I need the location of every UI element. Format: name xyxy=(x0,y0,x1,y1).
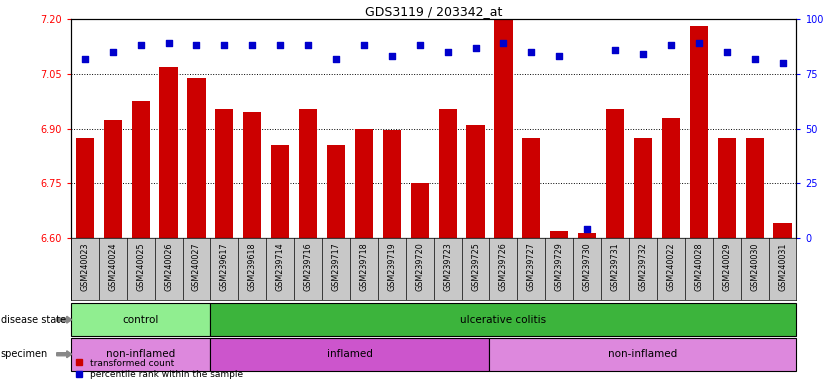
Point xyxy=(162,40,175,46)
Point xyxy=(776,60,789,66)
Bar xyxy=(773,223,791,238)
Text: GSM240023: GSM240023 xyxy=(80,242,89,291)
Bar xyxy=(76,138,94,238)
Point xyxy=(218,42,231,48)
Text: GSM240027: GSM240027 xyxy=(192,242,201,291)
Bar xyxy=(690,26,708,238)
Point xyxy=(692,40,706,46)
Text: control: control xyxy=(123,314,158,325)
Bar xyxy=(299,109,317,238)
Bar xyxy=(634,138,652,238)
Point xyxy=(608,47,621,53)
Text: GSM240031: GSM240031 xyxy=(778,242,787,291)
Point xyxy=(636,51,650,57)
Text: GSM239732: GSM239732 xyxy=(639,242,647,291)
Point xyxy=(525,49,538,55)
Text: specimen: specimen xyxy=(1,349,48,359)
Text: GSM239726: GSM239726 xyxy=(499,242,508,291)
Title: GDS3119 / 203342_at: GDS3119 / 203342_at xyxy=(365,5,502,18)
Bar xyxy=(103,119,122,238)
Text: GSM239720: GSM239720 xyxy=(415,242,425,291)
Text: GSM239719: GSM239719 xyxy=(387,242,396,291)
Bar xyxy=(578,233,596,238)
Bar xyxy=(383,131,401,238)
Bar xyxy=(550,231,568,238)
Bar xyxy=(662,118,680,238)
Bar xyxy=(466,125,485,238)
Bar xyxy=(327,145,345,238)
Point xyxy=(580,226,594,232)
Text: GSM240026: GSM240026 xyxy=(164,242,173,291)
Point xyxy=(441,49,455,55)
Bar xyxy=(188,78,205,238)
Bar xyxy=(210,303,796,336)
Point xyxy=(664,42,677,48)
Point xyxy=(748,56,761,62)
Text: inflamed: inflamed xyxy=(327,349,373,359)
Bar xyxy=(271,145,289,238)
Point xyxy=(329,56,343,62)
Text: ulcerative colitis: ulcerative colitis xyxy=(460,314,546,325)
Point xyxy=(413,42,426,48)
Text: GSM239730: GSM239730 xyxy=(583,242,591,291)
Point xyxy=(357,42,370,48)
Text: non-inflamed: non-inflamed xyxy=(106,349,175,359)
Text: GSM239716: GSM239716 xyxy=(304,242,313,291)
Point xyxy=(385,53,399,60)
Text: GSM240025: GSM240025 xyxy=(136,242,145,291)
Text: disease state: disease state xyxy=(1,314,66,325)
Point xyxy=(301,42,314,48)
Bar xyxy=(215,109,234,238)
Point xyxy=(553,53,566,60)
Text: GSM240028: GSM240028 xyxy=(694,242,703,291)
Bar xyxy=(746,138,764,238)
Point xyxy=(106,49,119,55)
Text: GSM240024: GSM240024 xyxy=(108,242,118,291)
Bar xyxy=(132,101,150,238)
Bar xyxy=(717,138,736,238)
Point xyxy=(134,42,148,48)
Text: GSM239727: GSM239727 xyxy=(527,242,536,291)
Point xyxy=(190,42,203,48)
Text: GSM239618: GSM239618 xyxy=(248,242,257,291)
Text: GSM239725: GSM239725 xyxy=(471,242,480,291)
Point xyxy=(274,42,287,48)
Text: GSM240029: GSM240029 xyxy=(722,242,731,291)
Text: GSM239723: GSM239723 xyxy=(443,242,452,291)
Text: GSM239718: GSM239718 xyxy=(359,242,369,291)
Bar xyxy=(439,109,457,238)
Text: non-inflamed: non-inflamed xyxy=(608,349,677,359)
Bar xyxy=(495,19,513,238)
Bar xyxy=(71,338,210,371)
Point xyxy=(78,56,92,62)
Bar xyxy=(244,112,261,238)
Legend: transformed count, percentile rank within the sample: transformed count, percentile rank withi… xyxy=(75,359,243,379)
Bar xyxy=(354,129,373,238)
Bar xyxy=(71,303,210,336)
Bar xyxy=(490,338,796,371)
Text: GSM239717: GSM239717 xyxy=(331,242,340,291)
Point xyxy=(720,49,733,55)
Text: GSM239731: GSM239731 xyxy=(610,242,620,291)
Point xyxy=(245,42,259,48)
Bar xyxy=(606,109,624,238)
Bar xyxy=(410,183,429,238)
Text: GSM239617: GSM239617 xyxy=(220,242,229,291)
Point xyxy=(469,45,482,51)
Bar xyxy=(159,66,178,238)
Bar xyxy=(522,138,540,238)
Text: GSM239714: GSM239714 xyxy=(276,242,284,291)
Text: GSM240030: GSM240030 xyxy=(750,242,759,291)
Text: GSM239729: GSM239729 xyxy=(555,242,564,291)
Text: GSM240022: GSM240022 xyxy=(666,242,676,291)
Point xyxy=(497,40,510,46)
Bar xyxy=(210,338,490,371)
